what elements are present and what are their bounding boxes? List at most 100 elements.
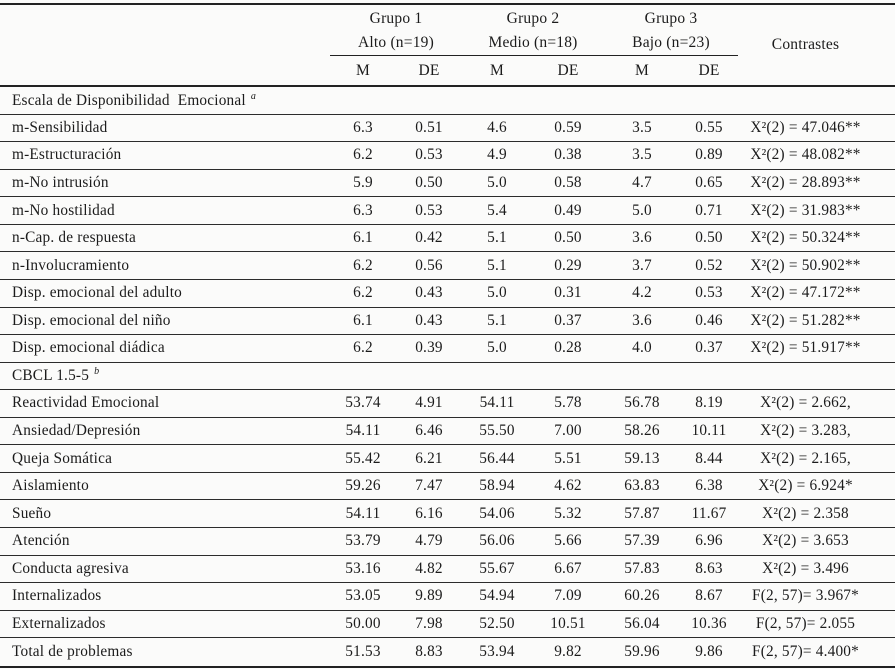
section-title: CBCL 1.5-5 b — [12, 366, 100, 385]
value-cell: 0.46 — [695, 311, 723, 329]
table-row: Internalizados 53.05 9.89 54.94 7.09 60.… — [0, 583, 895, 611]
value-cell: 0.28 — [554, 339, 582, 357]
value-cell: 9.82 — [554, 643, 582, 661]
col-header-contrastes: Contrastes — [771, 36, 840, 53]
value-cell: 5.78 — [554, 394, 582, 412]
row-label: Queja Somática — [12, 449, 113, 467]
col-header-m-group1: M — [356, 62, 370, 79]
table-row: Atención 53.79 4.79 56.06 5.66 57.39 6.9… — [0, 528, 895, 556]
value-cell: 54.11 — [345, 504, 381, 522]
contrast-cell: X²(2) = 3.496 — [762, 559, 849, 577]
value-cell: 59.26 — [345, 477, 381, 495]
table-row: Aislamiento 59.26 7.47 58.94 4.62 63.83 … — [0, 473, 895, 501]
col-header-m-group3: M — [635, 62, 649, 79]
table-row: m-No intrusión 5.9 0.50 5.0 0.58 4.7 0.6… — [0, 170, 895, 198]
value-cell: 0.51 — [415, 118, 443, 136]
contrast-cell: X²(2) = 28.893** — [750, 173, 861, 191]
value-cell: 54.11 — [479, 394, 515, 412]
value-cell: 5.51 — [554, 449, 582, 467]
value-cell: 8.44 — [695, 449, 723, 467]
value-cell: 0.56 — [415, 256, 443, 274]
value-cell: 6.67 — [554, 559, 582, 577]
value-cell: 51.53 — [345, 643, 381, 661]
section-footnote-marker: b — [94, 366, 100, 378]
value-cell: 6.3 — [353, 118, 373, 136]
value-cell: 10.11 — [691, 422, 727, 440]
value-cell: 57.39 — [624, 532, 660, 550]
value-cell: 53.74 — [345, 394, 381, 412]
contrast-cell: X²(2) = 51.282** — [750, 311, 861, 329]
value-cell: 0.50 — [695, 229, 723, 247]
table-row: n-Cap. de respuesta 6.1 0.42 5.1 0.50 3.… — [0, 225, 895, 253]
group1-subtitle: Alto (n=19) — [358, 34, 434, 51]
value-cell: 0.71 — [695, 201, 723, 219]
value-cell: 0.53 — [415, 201, 443, 219]
contrast-cell: F(2, 57)= 4.400* — [751, 643, 859, 661]
contrast-cell: F(2, 57)= 2.055 — [755, 614, 856, 632]
value-cell: 9.86 — [695, 643, 723, 661]
value-cell: 5.1 — [487, 311, 507, 329]
value-cell: 0.49 — [554, 201, 582, 219]
section-footnote-marker: a — [250, 90, 257, 102]
table-row: Reactividad Emocional 53.74 4.91 54.11 5… — [0, 390, 895, 418]
table-row: n-Involucramiento 6.2 0.56 5.1 0.29 3.7 … — [0, 252, 895, 280]
contrast-cell: X²(2) = 47.172** — [750, 284, 861, 302]
value-cell: 0.31 — [554, 284, 582, 302]
contrast-cell: F(2, 57)= 3.967* — [751, 587, 859, 605]
value-cell: 0.43 — [415, 284, 443, 302]
row-label: m-Sensibilidad — [12, 118, 108, 136]
value-cell: 57.83 — [624, 559, 660, 577]
value-cell: 5.32 — [554, 504, 582, 522]
value-cell: 56.04 — [624, 614, 660, 632]
value-cell: 0.55 — [695, 118, 723, 136]
contrast-cell: X²(2) = 50.902** — [750, 256, 861, 274]
contrast-cell: X²(2) = 48.082** — [750, 146, 861, 164]
value-cell: 7.47 — [415, 477, 443, 495]
value-cell: 6.2 — [353, 256, 373, 274]
table-row: m-Estructuración 6.2 0.53 4.9 0.38 3.5 0… — [0, 142, 895, 170]
table-row: Sueño 54.11 6.16 54.06 5.32 57.87 11.67 … — [0, 500, 895, 528]
row-label: n-Cap. de respuesta — [12, 229, 137, 247]
value-cell: 56.06 — [479, 532, 515, 550]
value-cell: 56.78 — [624, 394, 660, 412]
table-row: m-Sensibilidad 6.3 0.51 4.6 0.59 3.5 0.5… — [0, 115, 895, 143]
value-cell: 57.87 — [624, 504, 660, 522]
col-header-de-group3: DE — [698, 62, 720, 79]
value-cell: 53.94 — [479, 643, 515, 661]
contrast-cell: X²(2) = 6.924* — [758, 477, 853, 495]
group3-name: Grupo 3 — [644, 9, 698, 27]
value-cell: 6.16 — [415, 504, 443, 522]
value-cell: 54.06 — [479, 504, 515, 522]
row-label: Reactividad Emocional — [12, 394, 160, 412]
table-row: m-No hostilidad 6.3 0.53 5.4 0.49 5.0 0.… — [0, 197, 895, 225]
row-label: Atención — [12, 532, 70, 550]
value-cell: 4.82 — [415, 559, 443, 577]
value-cell: 0.58 — [554, 173, 582, 191]
table-body: Escala de Disponibilidad Emocional a m-Se… — [0, 87, 895, 666]
value-cell: 4.0 — [632, 339, 652, 357]
group2-subtitle: Medio (n=18) — [488, 34, 578, 51]
value-cell: 53.79 — [345, 532, 381, 550]
value-cell: 3.5 — [632, 146, 652, 164]
value-cell: 4.79 — [415, 532, 443, 550]
value-cell: 53.16 — [345, 559, 381, 577]
value-cell: 54.94 — [479, 587, 515, 605]
table-row: Disp. emocional del adulto 6.2 0.43 5.0 … — [0, 280, 895, 308]
value-cell: 55.42 — [345, 449, 381, 467]
value-cell: 8.63 — [695, 559, 723, 577]
value-cell: 58.94 — [479, 477, 515, 495]
table-row: Conducta agresiva 53.16 4.82 55.67 6.67 … — [0, 556, 895, 584]
value-cell: 0.89 — [695, 146, 723, 164]
value-cell: 3.6 — [632, 311, 652, 329]
value-cell: 53.05 — [345, 587, 381, 605]
value-cell: 63.83 — [624, 477, 660, 495]
row-label: Externalizados — [12, 614, 106, 632]
value-cell: 0.29 — [554, 256, 582, 274]
value-cell: 11.67 — [691, 504, 727, 522]
table-row: Total de problemas 51.53 8.83 53.94 9.82… — [0, 638, 895, 666]
value-cell: 0.53 — [415, 146, 443, 164]
value-cell: 6.1 — [353, 311, 373, 329]
value-cell: 6.3 — [353, 201, 373, 219]
contrast-cell: X²(2) = 3.653 — [762, 532, 849, 550]
table-row: Disp. emocional diádica 6.2 0.39 5.0 0.2… — [0, 335, 895, 363]
